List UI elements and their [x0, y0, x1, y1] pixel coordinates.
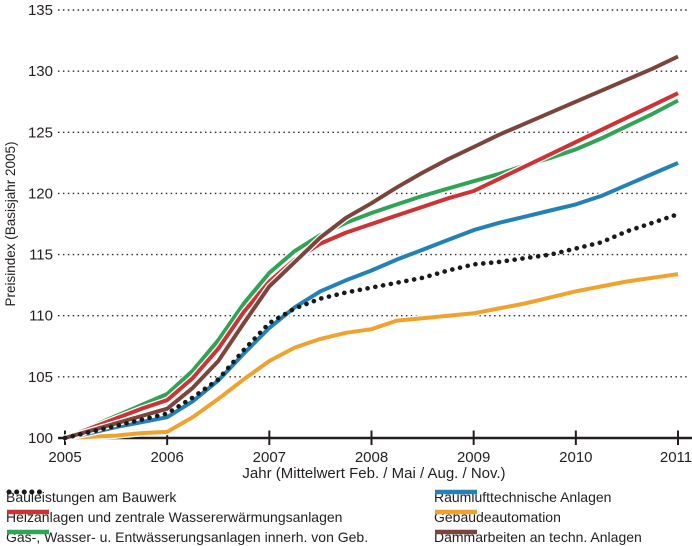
x-tick-label-2011: 2011 — [660, 449, 692, 466]
x-tick-label-2005: 2005 — [48, 449, 81, 466]
gridlines — [58, 9, 690, 378]
y-tick-label-135: 135 — [28, 2, 53, 19]
series-line — [64, 98, 679, 440]
series-line — [64, 91, 679, 440]
x-tick-label-2010: 2010 — [559, 449, 592, 466]
y-tick-label-100: 100 — [28, 430, 53, 447]
x-tick-label-2007: 2007 — [253, 449, 286, 466]
y-tick-label-130: 130 — [28, 63, 53, 80]
series-line — [64, 272, 679, 440]
y-tick-label-105: 105 — [28, 369, 53, 386]
x-tick-label-2009: 2009 — [457, 449, 490, 466]
x-tick-label-2006: 2006 — [150, 449, 183, 466]
y-axis-title: Preisindex (Basisjahr 2005) — [3, 141, 18, 306]
x-axis-title: Jahr (Mittelwert Feb. / Mai / Aug. / Nov… — [242, 465, 505, 482]
series-line — [64, 161, 679, 440]
y-tick-label-125: 125 — [28, 124, 53, 141]
axis-tick-labels: 100 105 110 115 120 125 130 135 2005 2006 2007 2008… — [28, 2, 692, 466]
series-line — [64, 54, 679, 440]
x-tick-label-2008: 2008 — [355, 449, 388, 466]
series-line-dotted — [62, 211, 681, 441]
y-tick-label-115: 115 — [29, 247, 53, 264]
series-lines — [62, 53, 681, 442]
y-tick-label-110: 110 — [29, 308, 53, 325]
y-tick-label-120: 120 — [28, 185, 53, 202]
